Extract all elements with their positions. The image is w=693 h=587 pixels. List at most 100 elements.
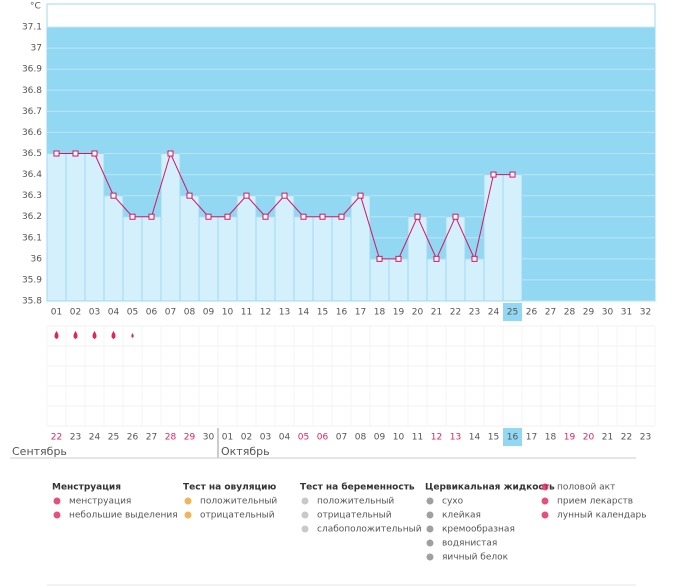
temperature-column — [369, 258, 390, 302]
temperature-column — [293, 216, 314, 302]
temperature-column — [217, 216, 238, 302]
day-label: 16 — [336, 308, 348, 318]
temperature-point — [281, 192, 288, 199]
day-label: 22 — [450, 308, 461, 318]
temperature-point — [357, 192, 364, 199]
y-tick-label: 36.4 — [22, 170, 42, 180]
day-label: 21 — [431, 308, 442, 318]
day-label: 02 — [70, 308, 81, 318]
temperature-point — [414, 213, 421, 220]
day-label: 24 — [488, 308, 500, 318]
day-label: 06 — [146, 308, 158, 318]
temperature-column — [198, 216, 219, 302]
legend-item: положительный — [317, 497, 394, 507]
y-tick-label: 35.9 — [22, 275, 42, 285]
legend-item: отрицательный — [317, 511, 392, 521]
temperature-point — [72, 150, 79, 157]
temperature-column — [483, 174, 504, 302]
y-tick-label: 36.8 — [22, 86, 42, 96]
y-tick-label: 36.5 — [22, 149, 42, 159]
day-label: 27 — [545, 308, 556, 318]
calendar-date: 22 — [51, 433, 62, 443]
calendar-date: 17 — [526, 433, 537, 443]
temperature-point — [300, 213, 307, 220]
calendar-date: 10 — [393, 433, 405, 443]
temperature-column — [84, 153, 105, 302]
y-tick-label: 36.2 — [22, 212, 42, 222]
temperature-point — [167, 150, 174, 157]
temperature-point — [205, 213, 212, 220]
legend-icon — [426, 497, 434, 505]
day-label: 14 — [298, 308, 310, 318]
day-label: 10 — [222, 308, 234, 318]
temperature-point — [129, 213, 136, 220]
temperature-column — [274, 195, 295, 302]
temperature-column — [122, 216, 143, 302]
legend-title: Менструация — [52, 483, 121, 493]
y-tick-label: 36.9 — [22, 65, 42, 75]
menstruation-icon — [73, 331, 78, 339]
temperature-column — [141, 216, 162, 302]
legend-title: Тест на беременность — [300, 482, 415, 493]
legend-icon — [426, 553, 434, 561]
calendar-date: 03 — [260, 433, 271, 443]
temperature-point — [338, 213, 345, 220]
menstruation-icon — [54, 331, 59, 339]
calendar-date: 05 — [298, 433, 309, 443]
calendar-date: 29 — [184, 433, 196, 443]
legend-icon — [426, 539, 434, 547]
legend-icon — [541, 511, 549, 519]
calendar-date: 22 — [621, 433, 632, 443]
legend-icon — [426, 525, 434, 533]
calendar-date: 11 — [412, 433, 423, 443]
day-label: 07 — [165, 308, 176, 318]
calendar-date: 18 — [545, 433, 557, 443]
calendar-date: 24 — [89, 433, 101, 443]
month-label: Сентябрь — [12, 445, 67, 458]
day-label: 28 — [564, 308, 576, 318]
legend-icon — [426, 511, 434, 519]
day-label: 09 — [203, 308, 215, 318]
calendar-date: 13 — [450, 433, 461, 443]
legend-item: положительный — [200, 497, 277, 507]
day-label: 32 — [640, 308, 651, 318]
day-label: 29 — [583, 308, 595, 318]
calendar-date: 08 — [355, 433, 367, 443]
day-label: 23 — [469, 308, 480, 318]
y-tick-label: 35.8 — [22, 297, 42, 307]
legend-icon — [301, 497, 309, 505]
calendar-date: 09 — [374, 433, 386, 443]
y-tick-label: 36.7 — [22, 107, 42, 117]
legend-item: небольшие выделения — [69, 511, 178, 521]
temperature-column — [255, 216, 276, 302]
legend-title: Цервикальная жидкость — [425, 483, 555, 493]
day-label: 15 — [317, 308, 328, 318]
temperature-point — [376, 255, 383, 262]
legend-item: менструация — [69, 497, 131, 507]
y-tick-label: 36 — [31, 254, 43, 264]
y-tick-label: 36.3 — [22, 191, 42, 201]
temperature-point — [243, 192, 250, 199]
legend-item: слабоположительный — [317, 525, 422, 535]
legend-icon — [301, 525, 309, 533]
temperature-point — [471, 255, 478, 262]
legend-title: Тест на овуляцию — [183, 483, 276, 493]
y-tick-label: 36.1 — [22, 233, 42, 243]
day-label: 13 — [279, 308, 290, 318]
legend-item: яичный белок — [442, 553, 509, 563]
calendar-date: 23 — [640, 433, 651, 443]
day-label: 19 — [393, 308, 405, 318]
legend-icon — [53, 511, 61, 519]
legend-icon — [541, 497, 549, 505]
calendar-date: 04 — [279, 433, 291, 443]
calendar-date: 16 — [507, 433, 519, 443]
legend-icon — [184, 511, 192, 519]
legend-icon — [301, 511, 309, 519]
legend-icon — [184, 497, 192, 505]
temperature-column — [388, 258, 409, 302]
calendar-date: 07 — [336, 433, 347, 443]
temperature-column — [236, 195, 257, 302]
calendar-date: 30 — [203, 433, 215, 443]
calendar-date: 12 — [431, 433, 442, 443]
